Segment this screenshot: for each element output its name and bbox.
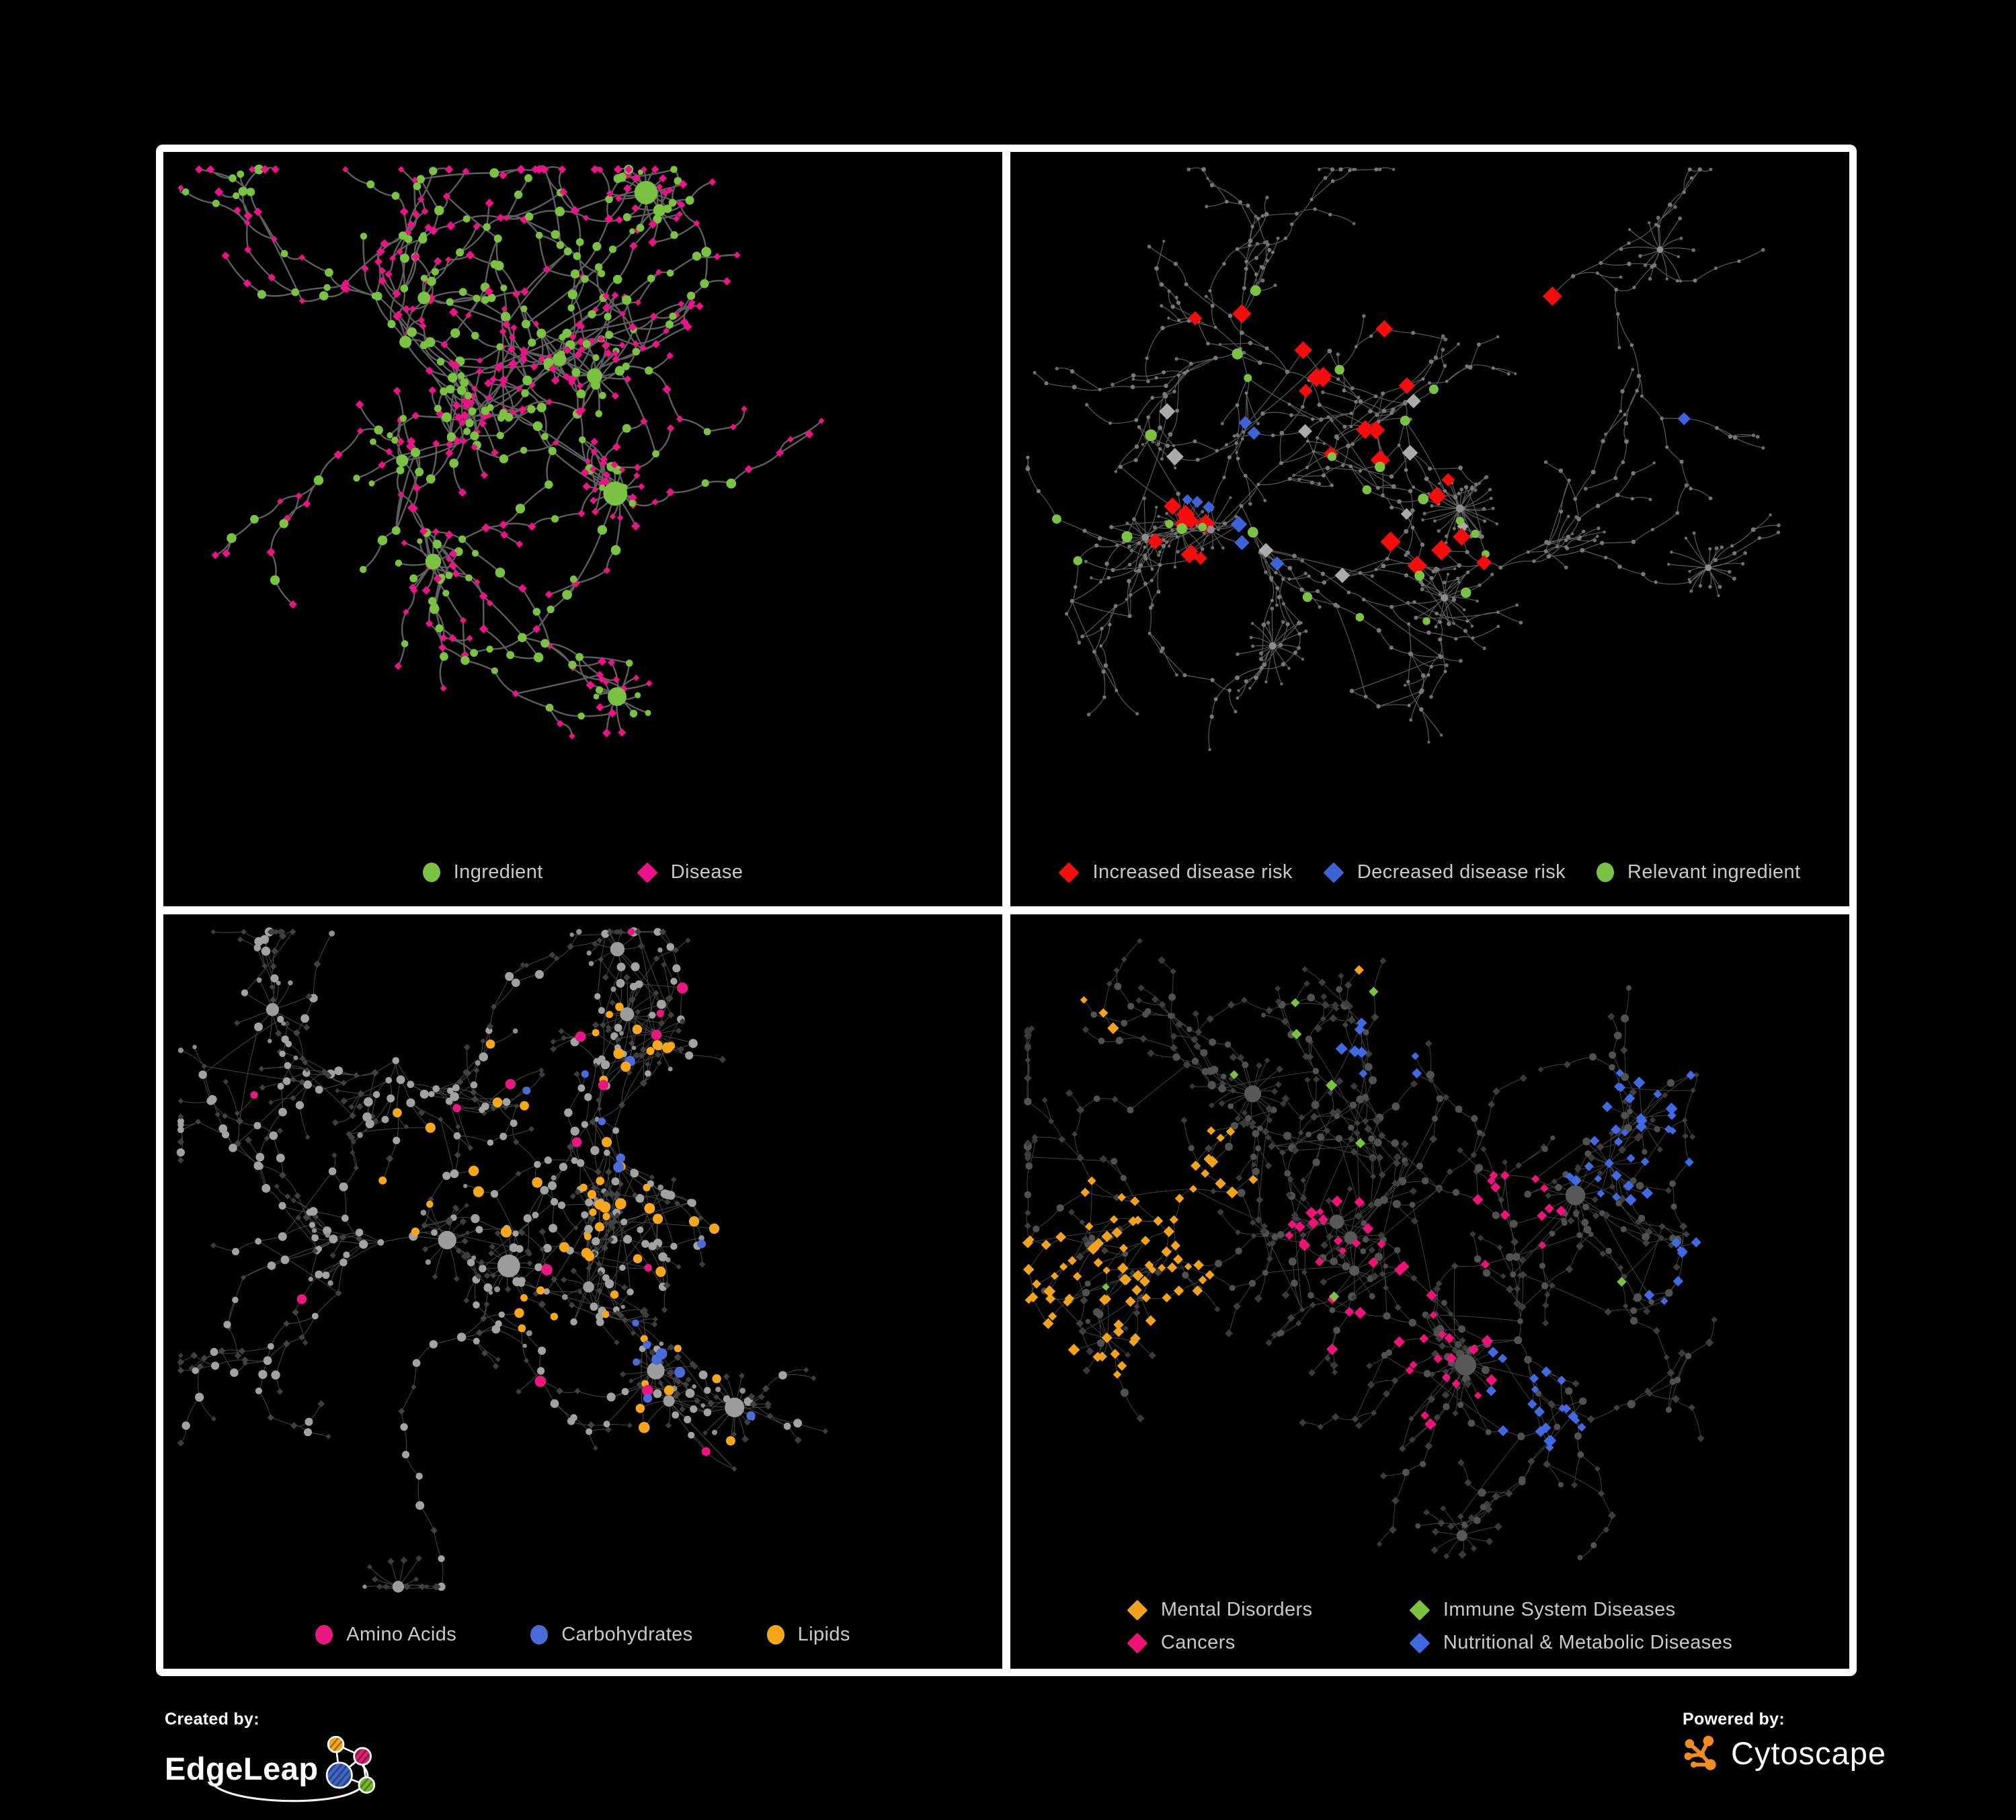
legend-item: Amino Acids [315, 1624, 456, 1646]
diamond-swatch-icon [1409, 1599, 1430, 1621]
network-canvas-disease-risk [1025, 167, 1781, 752]
legend-item: Lipids [766, 1624, 850, 1646]
circle-swatch-icon [422, 863, 440, 882]
circle-swatch-icon [530, 1625, 549, 1645]
diamond-swatch-icon [637, 861, 658, 883]
legend-item: Cancers [1127, 1632, 1236, 1654]
legend-label: Carbohydrates [561, 1624, 693, 1645]
legend-label: Increased disease risk [1092, 861, 1293, 883]
cytoscape-logo-icon [1684, 1735, 1716, 1770]
circle-swatch-icon [766, 1625, 784, 1645]
legend-label: Mental Disorders [1160, 1599, 1313, 1620]
powered-by-brand: Powered by: Cytoscape [1683, 1710, 1886, 1772]
legend-item: Mental Disorders [1127, 1599, 1313, 1621]
panel-disease-risk: Increased disease risk Decreased disease … [1010, 152, 1849, 906]
cytoscape-logo-nodes [1684, 1735, 1716, 1770]
diamond-swatch-icon [1127, 1599, 1148, 1621]
cytoscape-logo-edges [1686, 1739, 1713, 1767]
legend-label: Immune System Diseases [1443, 1599, 1676, 1620]
legend-disease-risk: Increased disease risk Decreased disease … [1010, 861, 1849, 883]
panels-grid: Ingredient Disease Increased disease risk… [156, 145, 1857, 1676]
network-canvas-nutrient-classes [176, 927, 828, 1593]
legend-item: Relevant ingredient [1597, 861, 1800, 883]
diamond-swatch-icon [1409, 1632, 1430, 1654]
edgeleap-logo-text: EdgeLeap [165, 1750, 319, 1786]
created-by-label: Created by: [165, 1710, 259, 1729]
created-by-brand: Created by: EdgeLeap [165, 1710, 401, 1803]
legend-item: Nutritional & Metabolic Diseases [1409, 1632, 1733, 1654]
legend-label: Decreased disease risk [1357, 861, 1566, 883]
legend-disease-categories: Mental Disorders Immune System Diseases Ca… [1127, 1599, 1732, 1654]
legend-item: Carbohydrates [530, 1624, 692, 1646]
legend-label: Nutritional & Metabolic Diseases [1443, 1632, 1733, 1653]
network-canvas-ingredient-disease [177, 164, 825, 740]
cytoscape-brand-row: Cytoscape [1683, 1733, 1886, 1772]
network-canvas-disease-categories [1022, 938, 1718, 1560]
legend-item: Increased disease risk [1058, 861, 1293, 883]
circle-swatch-icon [1597, 863, 1615, 882]
legend-item: Immune System Diseases [1409, 1599, 1676, 1621]
legend-label: Ingredient [453, 861, 543, 883]
edgeleap-logo-nodes [325, 1735, 375, 1794]
panel-disease-categories: Mental Disorders Immune System Diseases Ca… [1010, 914, 1849, 1669]
edgeleap-logo-icon [208, 1735, 375, 1803]
legend-label: Lipids [797, 1624, 850, 1645]
diamond-swatch-icon [1323, 861, 1344, 883]
panel-nutrient-classes: Amino Acids Carbohydrates Lipids [163, 914, 1002, 1669]
legend-item: Decreased disease risk [1323, 861, 1566, 883]
powered-by-label: Powered by: [1683, 1710, 1785, 1729]
legend-label: Disease [670, 861, 743, 883]
legend-nutrient-classes: Amino Acids Carbohydrates Lipids [163, 1624, 1002, 1646]
diamond-swatch-icon [1127, 1632, 1148, 1654]
legend-label: Relevant ingredient [1627, 861, 1801, 883]
cytoscape-logo-text: Cytoscape [1731, 1735, 1887, 1771]
diamond-swatch-icon [1058, 861, 1080, 883]
legend-label: Amino Acids [346, 1624, 457, 1645]
legend-item: Ingredient [422, 861, 543, 883]
legend-label: Cancers [1160, 1632, 1236, 1653]
legend-ingredient-disease: Ingredient Disease [163, 861, 1002, 883]
legend-item: Disease [637, 861, 743, 883]
circle-swatch-icon [315, 1625, 333, 1645]
edgeleap-brand-row: EdgeLeap [165, 1733, 401, 1803]
panel-ingredient-disease: Ingredient Disease [163, 152, 1002, 906]
